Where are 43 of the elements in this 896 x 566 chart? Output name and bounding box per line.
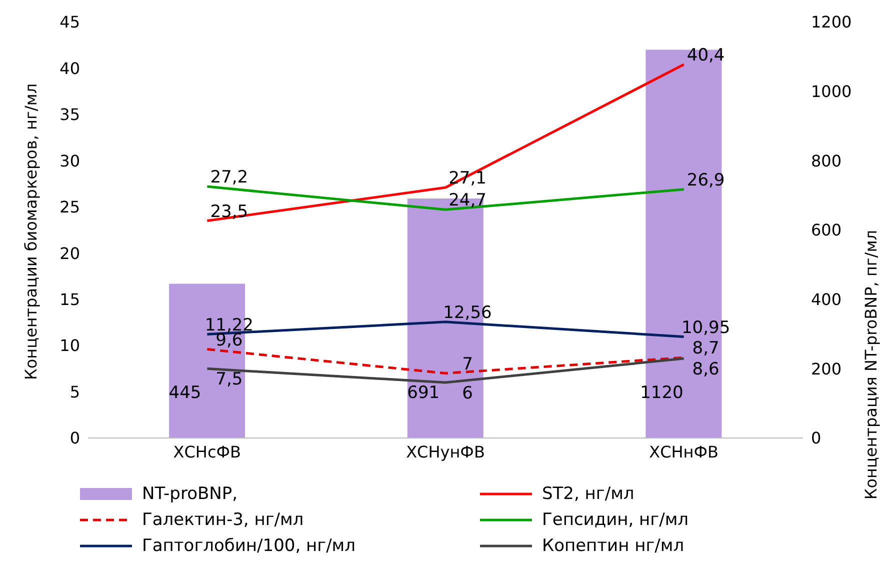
y2-tick-label: 200 xyxy=(811,359,842,378)
legend-label: ST2, нг/мл xyxy=(542,484,634,504)
legend-label: Гаптоглобин/100, нг/мл xyxy=(142,536,356,556)
data-label: 445 xyxy=(168,383,202,403)
y2-tick-label: 600 xyxy=(811,220,842,240)
y2-tick-label: 0 xyxy=(811,428,822,448)
data-label: 12,56 xyxy=(443,302,492,323)
data-label: 10,95 xyxy=(681,318,730,338)
data-label: 26,9 xyxy=(686,170,725,190)
y2-tick-label: 1000 xyxy=(811,82,852,102)
legend-label: NT-proBNP, xyxy=(142,484,238,504)
data-label: 1120 xyxy=(640,383,684,403)
y-tick-label: 25 xyxy=(60,198,80,217)
legend-label: Копептин нг/мл xyxy=(542,536,684,556)
y-tick-label: 10 xyxy=(60,336,80,356)
data-label: 24,7 xyxy=(448,190,486,211)
y-tick-label: 45 xyxy=(60,12,80,32)
legend-label: Гепсидин, нг/мл xyxy=(542,510,689,530)
y-tick-label: 40 xyxy=(60,58,80,78)
data-label: 8,7 xyxy=(692,338,720,359)
y-tick-label: 0 xyxy=(70,428,80,448)
data-label: 7 xyxy=(462,354,473,374)
y-tick-label: 15 xyxy=(60,290,80,310)
y2-tick-label: 1200 xyxy=(811,12,852,32)
data-label: 6 xyxy=(462,384,473,404)
y-tick-label: 30 xyxy=(60,151,80,170)
x-tick-label: ХСНсФВ xyxy=(173,442,242,462)
data-label: 8,6 xyxy=(692,360,720,380)
y2-axis-title: Концентрация NT-proBNP, пг/мл xyxy=(862,230,881,500)
x-tick-label: ХСНнФВ xyxy=(649,442,719,462)
y-tick-label: 35 xyxy=(60,105,80,124)
y-tick-label: 20 xyxy=(60,244,80,263)
legend-label: Галектин-3, нг/мл xyxy=(142,510,304,530)
data-label: 40,4 xyxy=(686,46,725,66)
y2-tick-label: 400 xyxy=(811,290,842,310)
x-tick-label: ХСНунФВ xyxy=(406,442,485,462)
y2-tick-label: 800 xyxy=(811,151,842,170)
data-label: 7,5 xyxy=(216,370,243,390)
y-axis-title: Концентрации биомаркеров, нг/мл xyxy=(22,83,41,380)
y-tick-label: 5 xyxy=(70,382,80,402)
data-label: 691 xyxy=(407,383,440,403)
data-label: 23,5 xyxy=(210,202,248,222)
data-label: 27,2 xyxy=(210,168,248,188)
